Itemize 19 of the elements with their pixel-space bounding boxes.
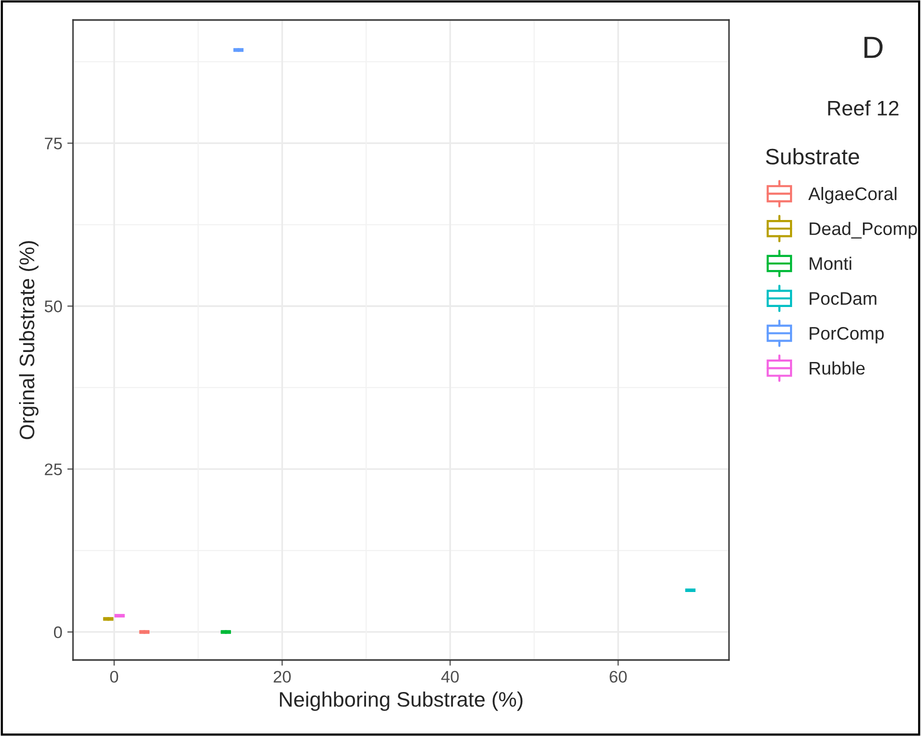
x-tick-label: 20 [274, 670, 291, 683]
y-tick-label: 50 [44, 300, 62, 312]
legend-label: PocDam [810, 292, 876, 305]
x-tick-label: 0 [110, 670, 118, 683]
x-axis-title: Neighboring Substrate (%) [280, 692, 522, 711]
legend-label: Dead_Pcomp [810, 222, 917, 239]
y-tick-label: 0 [54, 626, 62, 638]
y-tick-label: 75 [44, 138, 62, 150]
y-axis-title: Orginal Substrate (%) [19, 241, 38, 440]
legend-label: Monti [810, 256, 852, 270]
x-tick-label: 60 [610, 670, 627, 683]
x-tick-label: 40 [441, 670, 459, 683]
text: D [864, 36, 883, 58]
y-tick-label: 25 [44, 463, 62, 476]
legend-label: Rubble [810, 361, 865, 375]
text: Reef 12 [828, 100, 898, 116]
legend-label: PorComp [810, 326, 884, 344]
legend-label: AlgaeCoral [808, 186, 896, 204]
legend-title: Substrate [766, 148, 860, 165]
